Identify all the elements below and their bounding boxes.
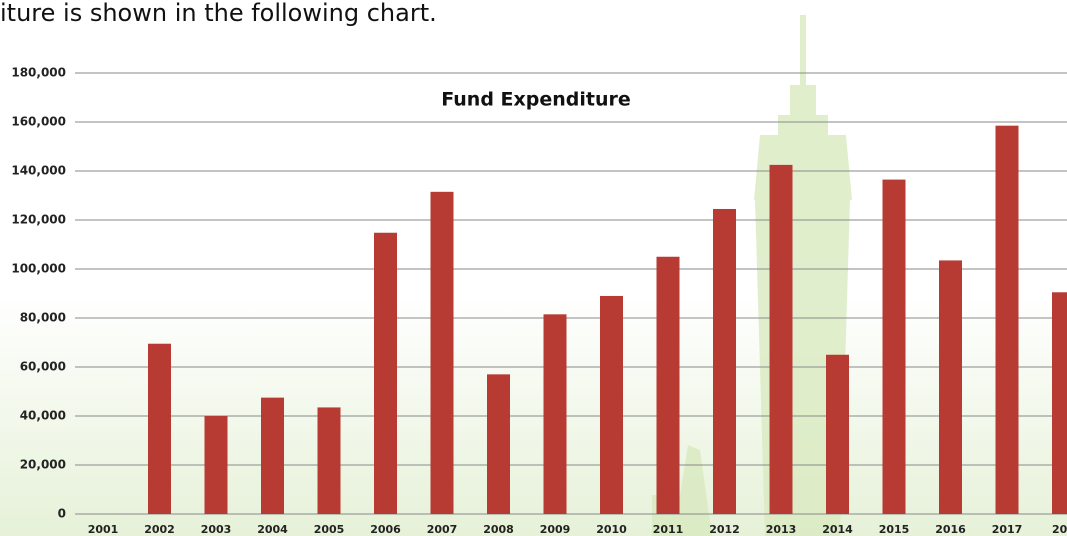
bar	[600, 296, 623, 514]
x-tick-label: 2002	[144, 523, 175, 536]
x-tick-label: 2010	[596, 523, 627, 536]
page: iture is shown in the following chart. F…	[0, 0, 1067, 536]
x-tick-label: 2007	[427, 523, 458, 536]
y-tick-label: 100,000	[11, 262, 66, 276]
bar	[826, 355, 849, 514]
bar	[939, 260, 962, 514]
chart-title: Fund Expenditure	[441, 89, 631, 111]
x-tick-label: 2008	[483, 523, 514, 536]
y-tick-label: 60,000	[20, 360, 66, 374]
x-tick-label: 2012	[709, 523, 740, 536]
bar	[996, 126, 1019, 514]
y-tick-label: 80,000	[20, 311, 66, 325]
bar	[770, 165, 793, 514]
y-tick-label: 180,000	[11, 66, 66, 80]
y-tick-label: 20,000	[20, 458, 66, 472]
bar	[261, 398, 284, 514]
x-tick-label: 2006	[370, 523, 401, 536]
x-tick-label: 2005	[314, 523, 345, 536]
x-tick-label: 2013	[766, 523, 797, 536]
x-tick-label: 2016	[935, 523, 966, 536]
bar	[657, 257, 680, 514]
x-tick-label: 2015	[879, 523, 910, 536]
bar	[713, 209, 736, 514]
x-tick-label: 2017	[992, 523, 1023, 536]
bar	[205, 416, 228, 514]
bar	[431, 192, 454, 514]
bar	[148, 344, 171, 514]
y-tick-label: 160,000	[11, 115, 66, 129]
x-tick-label: 201	[1052, 523, 1067, 536]
y-tick-label: 120,000	[11, 213, 66, 227]
x-tick-label: 2014	[822, 523, 853, 536]
x-tick-label: 2011	[653, 523, 684, 536]
chart: iture is shown in the following chart. F…	[0, 0, 1067, 536]
x-tick-label: 2003	[201, 523, 232, 536]
bar	[487, 374, 510, 514]
bar	[318, 407, 341, 514]
bar	[1052, 292, 1067, 514]
x-tick-label: 2001	[88, 523, 119, 536]
bar	[544, 314, 567, 514]
y-tick-label: 40,000	[20, 409, 66, 423]
x-tick-label: 2004	[257, 523, 288, 536]
intro-text: iture is shown in the following chart.	[0, 0, 437, 27]
bar	[883, 180, 906, 514]
bar	[374, 233, 397, 514]
x-tick-label: 2009	[540, 523, 571, 536]
y-tick-label: 0	[58, 507, 66, 521]
y-tick-label: 140,000	[11, 164, 66, 178]
